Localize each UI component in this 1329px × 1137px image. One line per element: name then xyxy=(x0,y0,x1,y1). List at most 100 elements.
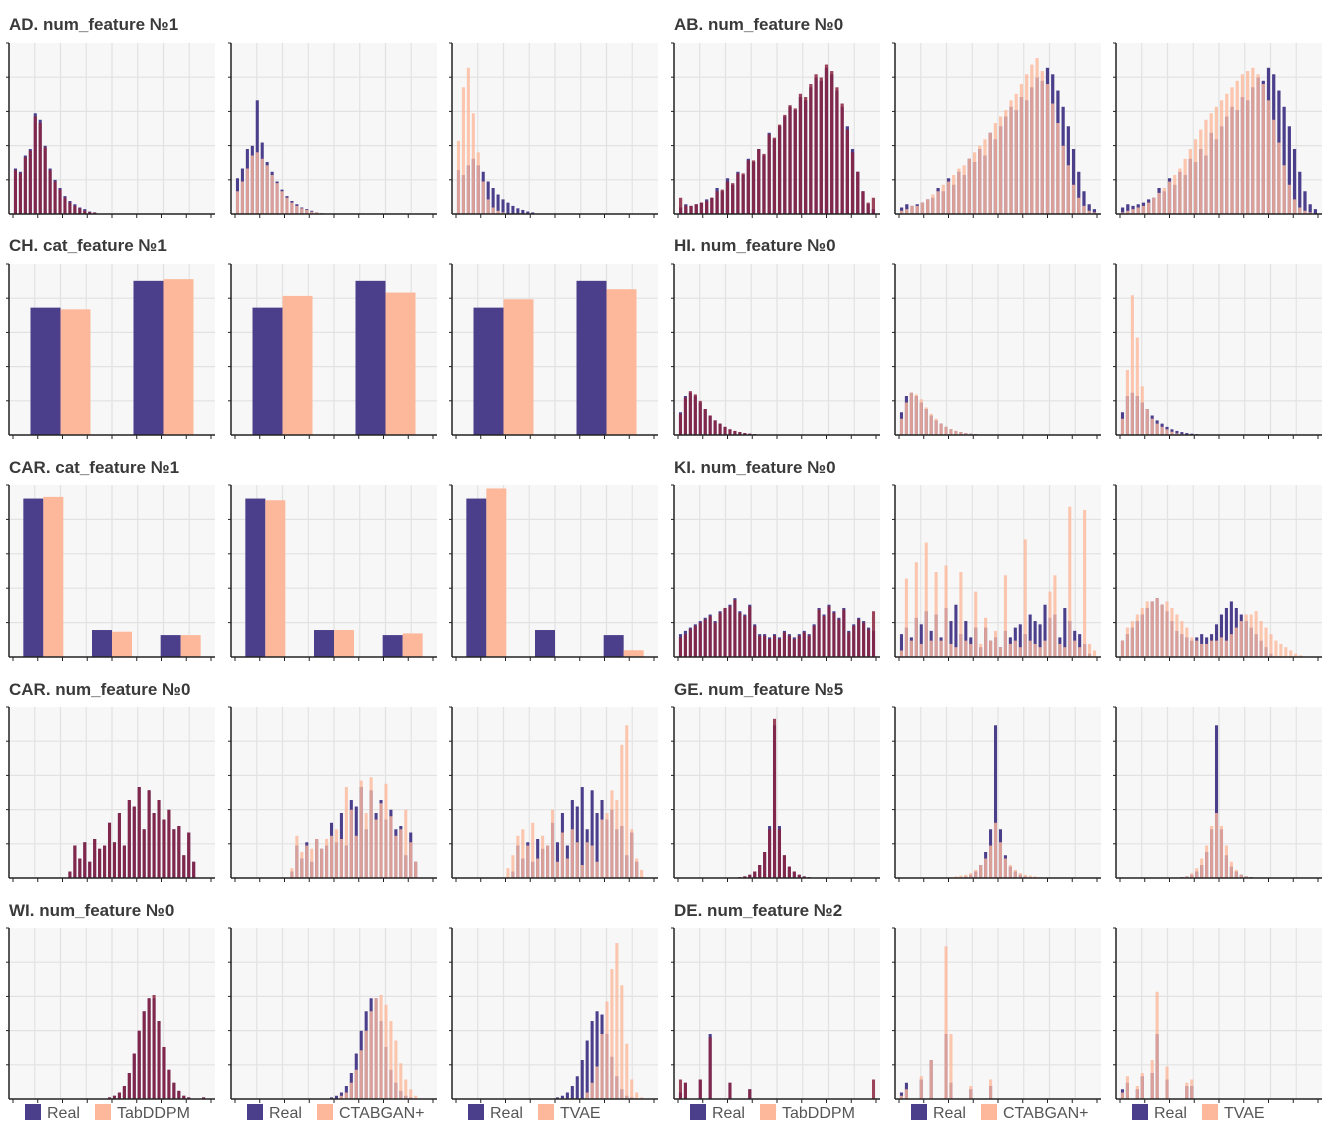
chart-group-ch: CH. cat_feature №1 xyxy=(6,236,658,439)
bar-synthetic xyxy=(1120,640,1125,657)
bar-synthetic xyxy=(728,606,732,657)
bar-synthetic xyxy=(98,848,102,878)
bar-synthetic xyxy=(920,202,925,214)
bar-synthetic xyxy=(978,145,982,214)
bar-synthetic xyxy=(1028,875,1032,878)
bar-synthetic xyxy=(1289,650,1293,657)
bar-synthetic xyxy=(404,1079,408,1099)
bar-synthetic xyxy=(531,822,535,878)
bar-synthetic xyxy=(359,1050,363,1099)
bar-synthetic xyxy=(334,630,354,657)
bar-synthetic xyxy=(1088,643,1092,657)
panel-ab-0 xyxy=(671,42,880,218)
bar-real xyxy=(466,498,487,657)
bar-synthetic xyxy=(1141,205,1146,214)
bar-synthetic xyxy=(305,209,309,214)
chart-group-ad: AD. num_feature №1 xyxy=(6,15,658,218)
bar-synthetic xyxy=(1175,433,1179,435)
bar-synthetic xyxy=(117,813,121,878)
bar-synthetic xyxy=(842,609,846,657)
bar-synthetic xyxy=(1294,653,1298,657)
bar-synthetic xyxy=(1234,627,1238,657)
bar-synthetic xyxy=(1230,87,1234,214)
chart-title: DE. num_feature №2 xyxy=(674,901,842,920)
bar-synthetic xyxy=(481,181,485,214)
bar-real xyxy=(993,725,998,878)
bar-real xyxy=(1185,433,1189,435)
bar-synthetic xyxy=(693,625,697,657)
bar-synthetic xyxy=(804,97,808,214)
bar-synthetic xyxy=(915,205,919,214)
bar-synthetic xyxy=(919,1076,923,1099)
chart-title: CAR. num_feature №0 xyxy=(9,680,190,699)
bar-synthetic xyxy=(1092,212,1097,214)
bar-synthetic xyxy=(967,158,971,214)
bar-synthetic xyxy=(954,876,958,878)
bar-synthetic xyxy=(993,123,998,214)
bar-synthetic xyxy=(202,1097,206,1099)
bar-synthetic xyxy=(88,861,92,878)
bar-synthetic xyxy=(743,616,747,657)
bar-synthetic xyxy=(590,1082,594,1099)
bar-synthetic xyxy=(73,845,77,878)
bar-synthetic xyxy=(718,612,722,657)
bar-synthetic xyxy=(969,1086,973,1099)
bar-synthetic xyxy=(1188,149,1192,214)
bar-synthetic xyxy=(974,591,978,657)
bar-synthetic xyxy=(962,165,966,214)
bar-synthetic xyxy=(817,609,821,657)
bar-synthetic xyxy=(1157,192,1161,214)
bar-synthetic xyxy=(830,71,834,214)
bar-synthetic xyxy=(909,392,913,435)
bar-synthetic xyxy=(325,839,329,878)
legend-label-real: Real xyxy=(269,1105,302,1122)
bar-real xyxy=(555,842,560,878)
bar-synthetic xyxy=(63,197,67,214)
bar-synthetic xyxy=(1135,1086,1139,1099)
bar-real xyxy=(1071,149,1076,214)
bar-real xyxy=(580,1060,584,1099)
panel-ki-2 xyxy=(1113,484,1322,661)
bar-synthetic xyxy=(904,578,908,657)
bar-synthetic xyxy=(1131,209,1135,214)
bar-synthetic xyxy=(899,418,904,435)
bar-synthetic xyxy=(142,829,146,878)
bar-synthetic xyxy=(1053,575,1057,657)
bar-synthetic xyxy=(713,420,717,435)
bar-synthetic xyxy=(979,643,983,657)
bar-synthetic xyxy=(1068,506,1072,657)
bar-synthetic xyxy=(1287,184,1291,214)
bar-synthetic xyxy=(13,170,18,214)
bar-synthetic xyxy=(964,433,968,435)
bar-real xyxy=(506,202,510,214)
bar-synthetic xyxy=(590,845,594,878)
bar-synthetic xyxy=(177,826,181,878)
bar-synthetic xyxy=(758,635,762,657)
panel-car_cat-0 xyxy=(6,484,215,661)
bar-synthetic xyxy=(949,429,953,435)
bar-synthetic xyxy=(1155,423,1159,435)
bar-synthetic xyxy=(147,998,151,1099)
panel-de-0 xyxy=(671,927,880,1103)
bar-real xyxy=(334,1095,339,1099)
chart-title: CH. cat_feature №1 xyxy=(9,236,167,255)
bar-real xyxy=(535,630,555,657)
bar-synthetic xyxy=(832,612,836,657)
bar-synthetic xyxy=(339,839,343,878)
bar-synthetic xyxy=(18,173,22,214)
bar-synthetic xyxy=(867,629,871,657)
panel-wi-1 xyxy=(228,927,437,1103)
bar-synthetic xyxy=(705,201,709,214)
bar-synthetic xyxy=(379,995,383,1099)
legend-label-model: TabDDPM xyxy=(782,1105,855,1122)
bar-synthetic xyxy=(394,835,398,878)
bar-real xyxy=(595,813,599,878)
bar-synthetic xyxy=(934,572,938,657)
legend-3: Real TabDDPM xyxy=(690,1104,855,1122)
bar-synthetic xyxy=(847,632,851,657)
chart-group-hi: HI. num_feature №0 xyxy=(671,236,1322,439)
bar-synthetic xyxy=(117,1092,121,1099)
panel-ch-1 xyxy=(228,263,437,439)
bar-real xyxy=(1175,430,1179,435)
bar-synthetic xyxy=(1235,80,1239,214)
